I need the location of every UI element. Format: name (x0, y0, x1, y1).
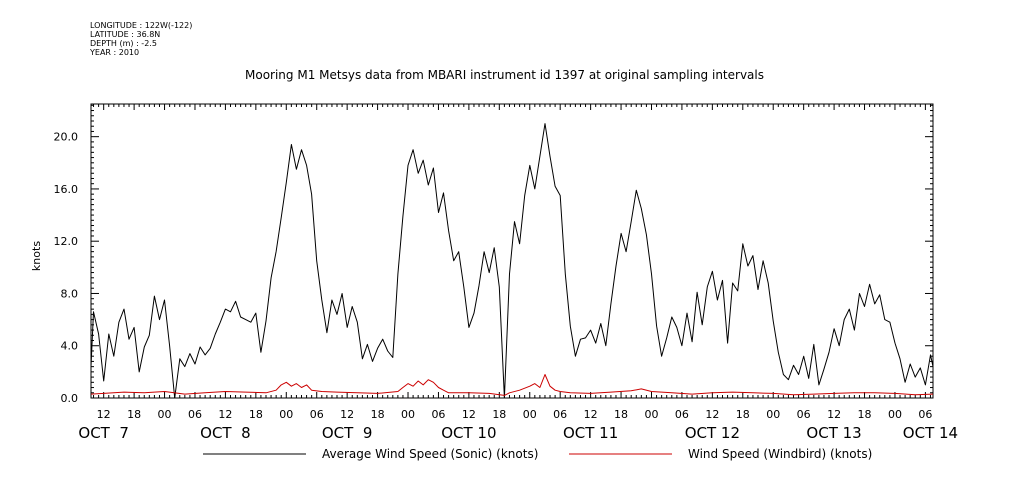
x-day-label: OCT 11 (563, 424, 618, 442)
x-hour-label: 18 (858, 408, 872, 421)
depth-label: DEPTH (m) : -2.5 (90, 39, 157, 48)
x-hour-label: 06 (797, 408, 811, 421)
series-line-windbird (90, 374, 934, 396)
x-hour-label: 12 (97, 408, 111, 421)
plot-frame (90, 103, 934, 399)
x-hour-label: 06 (310, 408, 324, 421)
x-hour-label: 12 (827, 408, 841, 421)
x-hour-label: 06 (675, 408, 689, 421)
chart-title: Mooring M1 Metsys data from MBARI instru… (245, 68, 764, 82)
x-hour-label: 18 (127, 408, 141, 421)
x-hour-label: 00 (888, 408, 902, 421)
latitude-label: LATITUDE : 36.8N (90, 30, 161, 39)
x-hour-label: 12 (462, 408, 476, 421)
x-hour-label: 00 (401, 408, 415, 421)
x-hour-label: 00 (279, 408, 293, 421)
x-hour-label: 18 (249, 408, 263, 421)
x-hour-label: 18 (736, 408, 750, 421)
x-hour-label: 06 (918, 408, 932, 421)
legend-label-sonic: Average Wind Speed (Sonic) (knots) (322, 447, 538, 461)
x-day-label: OCT 10 (441, 424, 496, 442)
x-hour-label: 18 (614, 408, 628, 421)
series-line-sonic (90, 123, 934, 399)
x-hour-label: 12 (584, 408, 598, 421)
x-day-label: OCT 14 (903, 424, 958, 442)
y-tick-label: 0.0 (61, 392, 79, 405)
x-hour-label: 18 (371, 408, 385, 421)
year-label: YEAR : 2010 (90, 48, 140, 57)
x-hour-label: 12 (340, 408, 354, 421)
x-hour-label: 00 (158, 408, 172, 421)
y-axis-label: knots (30, 241, 43, 271)
longitude-label: LONGITUDE : 122W(-122) (90, 21, 193, 30)
y-tick-label: 8.0 (61, 287, 79, 300)
y-tick-label: 20.0 (54, 131, 79, 144)
x-day-label: OCT 9 (322, 424, 373, 442)
x-hour-label: 00 (644, 408, 658, 421)
x-hour-label: 12 (218, 408, 232, 421)
x-day-label: OCT 13 (806, 424, 861, 442)
x-hour-label: 06 (188, 408, 202, 421)
y-tick-label: 4.0 (61, 340, 79, 353)
x-hour-label: 06 (431, 408, 445, 421)
x-day-label: OCT 12 (685, 424, 740, 442)
y-tick-label: 16.0 (54, 183, 79, 196)
x-hour-label: 00 (523, 408, 537, 421)
y-tick-label: 12.0 (54, 235, 79, 248)
x-hour-label: 18 (492, 408, 506, 421)
x-hour-label: 12 (705, 408, 719, 421)
legend-label-windbird: Wind Speed (Windbird) (knots) (688, 447, 872, 461)
x-day-label: OCT 7 (78, 424, 129, 442)
x-hour-label: 00 (766, 408, 780, 421)
metadata-block: LONGITUDE : 122W(-122) LATITUDE : 36.8N … (90, 21, 192, 57)
x-hour-label: 06 (553, 408, 567, 421)
x-day-label: OCT 8 (200, 424, 251, 442)
